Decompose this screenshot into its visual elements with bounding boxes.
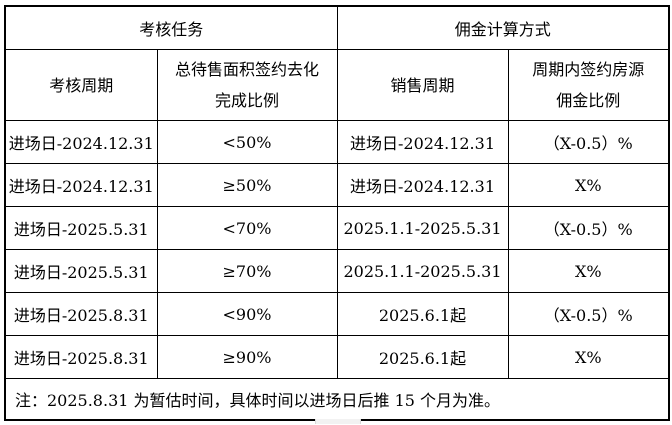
cell-assessment-period: 进场日-2025.5.31 (4, 206, 158, 250)
scrollbar-thumb[interactable] (315, 419, 361, 424)
table-note: 注：2025.8.31 为暂估时间，具体时间以进场日后推 15 个月为准。 (4, 378, 670, 421)
header-group-commission-method: 佣金计算方式 (336, 5, 670, 50)
cell-assessment-period: 进场日-2024.12.31 (4, 163, 158, 207)
col-header-line: 销售周期 (390, 75, 455, 95)
col-header-completion-ratio: 总待售面积签约去化 完成比例 (156, 49, 338, 121)
cell-commission-rate: （X-0.5）% (507, 292, 670, 336)
cell-assessment-period: 进场日-2025.8.31 (4, 292, 158, 336)
table-row: 进场日-2024.12.31 ≥50% 进场日-2024.12.31 X% (4, 163, 670, 207)
cell-commission-rate: （X-0.5）% (507, 206, 670, 250)
cell-completion-ratio: <50% (156, 120, 338, 164)
cell-sales-period: 进场日-2024.12.31 (336, 120, 509, 164)
cell-sales-period: 进场日-2024.12.31 (336, 163, 509, 207)
cell-commission-rate: （X-0.5）% (507, 120, 670, 164)
cell-commission-rate: X% (507, 249, 670, 293)
table-row: 进场日-2025.5.31 ≥70% 2025.1.1-2025.5.31 X% (4, 249, 670, 293)
cell-commission-rate: X% (507, 163, 670, 207)
cell-completion-ratio: ≥90% (156, 335, 338, 379)
cell-assessment-period: 进场日-2024.12.31 (4, 120, 158, 164)
header-group-row: 考核任务 佣金计算方式 (4, 5, 670, 50)
cell-sales-period: 2025.1.1-2025.5.31 (336, 206, 509, 250)
col-header-sales-period: 销售周期 (336, 49, 509, 121)
cell-assessment-period: 进场日-2025.8.31 (4, 335, 158, 379)
col-header-line: 佣金比例 (556, 91, 621, 110)
header-group-assessment-task: 考核任务 (4, 5, 338, 50)
table-row: 进场日-2025.8.31 ≥90% 2025.6.1起 X% (4, 335, 670, 379)
cell-commission-rate: X% (507, 335, 670, 379)
col-header-assessment-period: 考核周期 (4, 49, 158, 121)
cell-sales-period: 2025.6.1起 (336, 335, 509, 379)
column-header-row: 考核周期 总待售面积签约去化 完成比例 销售周期 周期内签约房源 佣金比例 (4, 49, 670, 121)
col-header-line: 考核周期 (49, 75, 114, 95)
cell-completion-ratio: <70% (156, 206, 338, 250)
table-row: 进场日-2025.5.31 <70% 2025.1.1-2025.5.31 （X… (4, 206, 670, 250)
cell-sales-period: 2025.6.1起 (336, 292, 509, 336)
table-row: 进场日-2024.12.31 <50% 进场日-2024.12.31 （X-0.… (4, 120, 670, 164)
cell-completion-ratio: ≥50% (156, 163, 338, 207)
cell-assessment-period: 进场日-2025.5.31 (4, 249, 158, 293)
cell-sales-period: 2025.1.1-2025.5.31 (336, 249, 509, 293)
col-header-line: 完成比例 (214, 91, 279, 110)
col-header-commission-rate: 周期内签约房源 佣金比例 (507, 49, 670, 121)
col-header-line: 总待售面积签约去化 (174, 60, 319, 79)
col-header-line: 周期内签约房源 (532, 60, 645, 79)
table-row: 进场日-2025.8.31 <90% 2025.6.1起 （X-0.5）% (4, 292, 670, 336)
note-row: 注：2025.8.31 为暂估时间，具体时间以进场日后推 15 个月为准。 (4, 378, 670, 421)
cell-completion-ratio: ≥70% (156, 249, 338, 293)
commission-assessment-table: 考核任务 佣金计算方式 考核周期 总待售面积签约去化 完成比例 销售周期 周期内… (4, 5, 670, 421)
cell-completion-ratio: <90% (156, 292, 338, 336)
